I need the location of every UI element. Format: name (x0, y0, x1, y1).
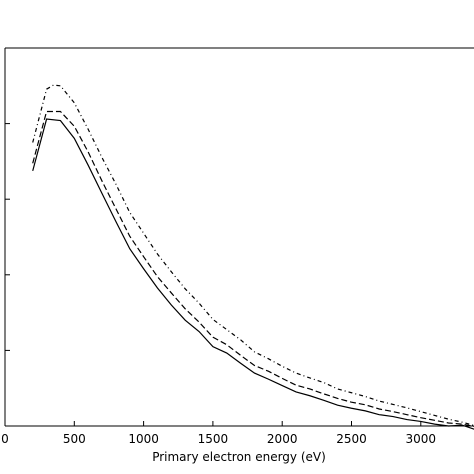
y-axis-ticks (5, 123, 10, 427)
x-tick-label: 2500 (336, 432, 367, 446)
x-tick-label: 1000 (128, 432, 159, 446)
series-line-solid (32, 118, 474, 430)
plot-lines (32, 84, 474, 430)
x-tick-label: 1500 (198, 432, 229, 446)
x-tick-label: 500 (63, 432, 86, 446)
x-axis-ticks: 0 500 1000 1500 2000 2500 3000 (1, 421, 436, 446)
x-axis-label: Primary electron energy (eV) (152, 450, 326, 464)
x-tick-label: 2000 (267, 432, 298, 446)
x-tick-label: 0 (1, 432, 9, 446)
series-line-dashdot (32, 84, 474, 427)
series-line-dashed (32, 110, 474, 427)
x-tick-label: 3000 (406, 432, 437, 446)
axes-frame (4, 47, 474, 427)
